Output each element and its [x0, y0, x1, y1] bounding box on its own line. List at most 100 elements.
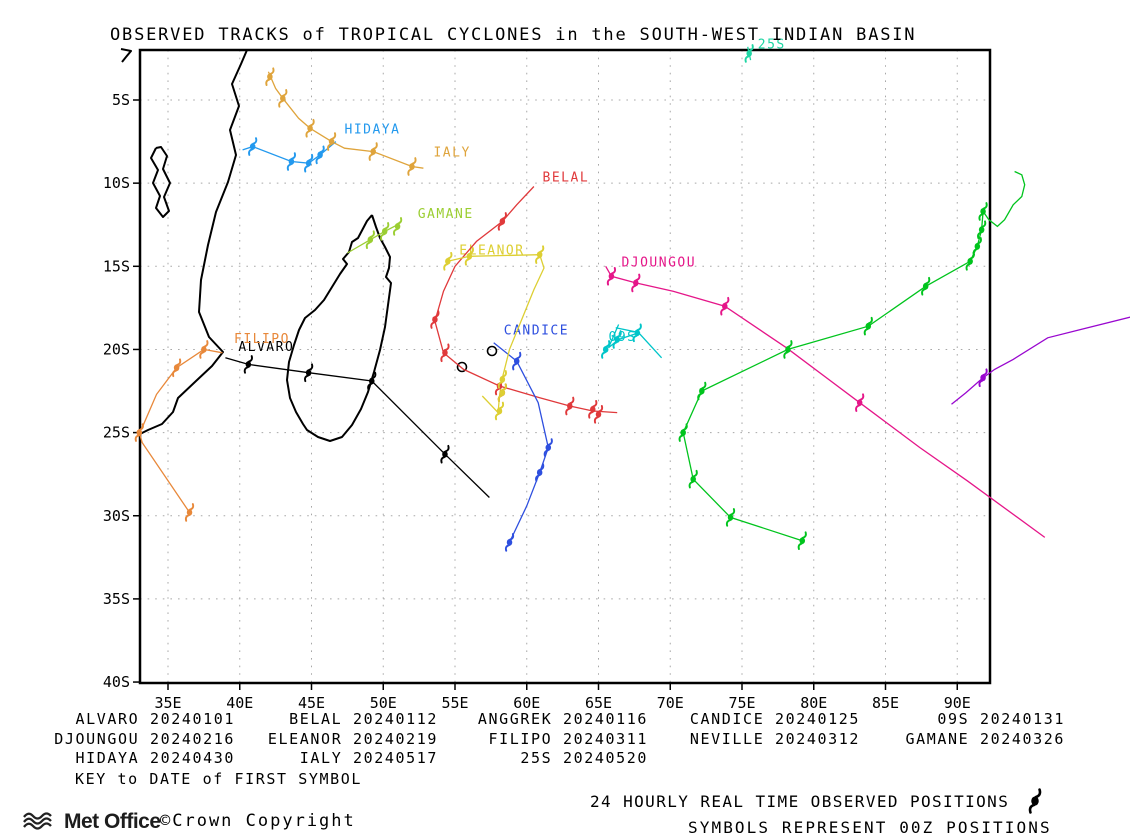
- storm-tracks: [138, 46, 1130, 543]
- x-tick-label: 35E: [154, 694, 181, 712]
- track-symbol-ialy: [368, 142, 378, 161]
- x-tick-label: 50E: [370, 694, 397, 712]
- track-line-candice: [493, 342, 549, 543]
- coastline-lake_malawi: [150, 146, 171, 218]
- y-tick-label: 5S: [112, 91, 130, 109]
- track-symbol-anggrek: [783, 340, 793, 359]
- legend-entry: HIDAYA 20240430: [75, 749, 235, 767]
- legend-entry: ANGGREK 20240116: [477, 710, 648, 728]
- x-tick-label: 75E: [728, 694, 755, 712]
- x-tick-label: 80E: [800, 694, 827, 712]
- coastline-corner_fragment: [120, 48, 132, 63]
- storm-label-gamane: GAMANE: [418, 207, 474, 222]
- legend-entry: CANDICE 20240125: [689, 710, 860, 728]
- track-symbol-hidaya: [315, 145, 325, 165]
- track-symbol-gamane: [392, 217, 403, 236]
- track-symbol-ialy: [305, 118, 315, 138]
- x-tick-label: 45E: [298, 694, 325, 712]
- legend-entry: ELEANOR 20240219: [267, 729, 438, 748]
- legend-entry: FILIPO 20240311: [488, 729, 648, 748]
- track-symbol-neville: [978, 368, 988, 388]
- met-office-branding: Met Office: [22, 808, 161, 836]
- track-line-djoungou: [605, 265, 1046, 538]
- legend-entry: BELAL 20240112: [289, 710, 438, 728]
- storm-label-filipo: FILIPO: [234, 332, 290, 347]
- x-tick-label: 65E: [585, 694, 612, 712]
- frame: [138, 48, 992, 685]
- y-tick-label: 10S: [103, 174, 130, 192]
- track-symbol-belal: [565, 396, 575, 416]
- island-outline: [456, 361, 468, 373]
- x-tick-label: 60E: [513, 694, 540, 712]
- track-symbol-belal: [497, 212, 507, 231]
- track-line-filipo: [138, 348, 223, 513]
- axis-ticks-and-labels: 35E 40E 45E 50E 55E 60E 65E 70E 75E 80E 85E 90E 5S 10…: [103, 91, 971, 712]
- y-tick-label: 25S: [103, 424, 130, 442]
- met-office-wordmark: Met Office: [64, 810, 161, 833]
- track-symbol-djoungou: [631, 273, 641, 293]
- storm-label-25s: 25S: [758, 37, 786, 52]
- track-symbol-djoungou: [606, 266, 617, 286]
- x-tick-label: 90E: [944, 694, 971, 712]
- track-symbol-anggrek: [863, 316, 873, 336]
- chart-title: OBSERVED TRACKS of TROPICAL CYCLONES in …: [110, 25, 917, 45]
- storm-label-alvaro: ALVARO: [238, 340, 294, 355]
- track-symbol-djoungou: [720, 296, 730, 316]
- track-symbol-anggrek: [921, 276, 931, 296]
- track-symbol-anggrek: [725, 508, 736, 527]
- legend-entry: 09S 20240131: [937, 710, 1065, 728]
- crown-copyright: ©Crown Copyright: [160, 811, 356, 831]
- legend-entry: DJOUNGOU 20240216: [54, 729, 235, 748]
- y-tick-label: 35S: [103, 590, 130, 608]
- storm-label-belal: BELAL: [543, 170, 590, 185]
- track-symbol-hidaya: [286, 152, 297, 171]
- legend-entry: GAMANE 20240326: [905, 729, 1065, 748]
- y-tick-label: 30S: [103, 507, 130, 525]
- x-tick-label: 85E: [872, 694, 899, 712]
- y-tick-label: 20S: [103, 340, 130, 358]
- track-symbol-gamane: [365, 230, 375, 250]
- storm-label-hidaya: HIDAYA: [345, 122, 401, 137]
- track-symbol-alvaro: [440, 444, 450, 464]
- track-line-gamane: [347, 220, 401, 254]
- track-symbol-gamane: [380, 222, 390, 241]
- met-office-logo-icon: [23, 812, 52, 830]
- track-symbol-hidaya: [248, 137, 258, 156]
- x-tick-label: 70E: [657, 694, 684, 712]
- storm-label-djoungou: DJOUNGOU: [621, 255, 696, 270]
- legend-entry: IALY 20240517: [299, 749, 438, 767]
- x-tick-label: 40E: [226, 694, 253, 712]
- y-tick-label: 15S: [103, 257, 130, 275]
- coastlines: [120, 48, 498, 442]
- track-symbol-alvaro: [304, 363, 314, 383]
- island-outline: [486, 345, 498, 357]
- plot-frame: [138, 48, 992, 685]
- track-symbol-25s: [744, 44, 754, 63]
- x-tick-label: 55E: [441, 694, 468, 712]
- storm-label-ialy: IALY: [433, 146, 470, 161]
- track-line-belal: [434, 186, 618, 414]
- legend-entry: NEVILLE 20240312: [689, 729, 860, 748]
- gridlines: [140, 50, 990, 683]
- footer-note-line1: 24 HOURLY REAL TIME OBSERVED POSITIONS: [590, 792, 1010, 811]
- track-symbol-djoungou: [855, 393, 865, 412]
- track-symbol-eleanor: [494, 401, 505, 421]
- track-line-neville: [951, 316, 1130, 405]
- track-line-alvaro: [225, 357, 490, 498]
- legend-key-note: KEY to DATE of FIRST SYMBOL: [75, 770, 363, 788]
- y-tick-label: 40S: [103, 673, 130, 691]
- track-symbol-anggrek: [688, 469, 698, 489]
- track-symbol-alvaro: [243, 355, 253, 374]
- footer-note-symbol: [1028, 788, 1042, 814]
- footer-note-line2: SYMBOLS REPRESENT 00Z POSITIONS: [688, 818, 1052, 837]
- track-symbol-ialy: [407, 157, 417, 176]
- track-symbol-filipo: [199, 340, 209, 359]
- track-symbol-filipo: [172, 358, 182, 378]
- track-symbol-filipo: [184, 503, 195, 522]
- coastline-madagascar: [286, 214, 392, 442]
- track-symbol-ialy: [278, 89, 288, 108]
- track-line-ialy: [267, 71, 424, 169]
